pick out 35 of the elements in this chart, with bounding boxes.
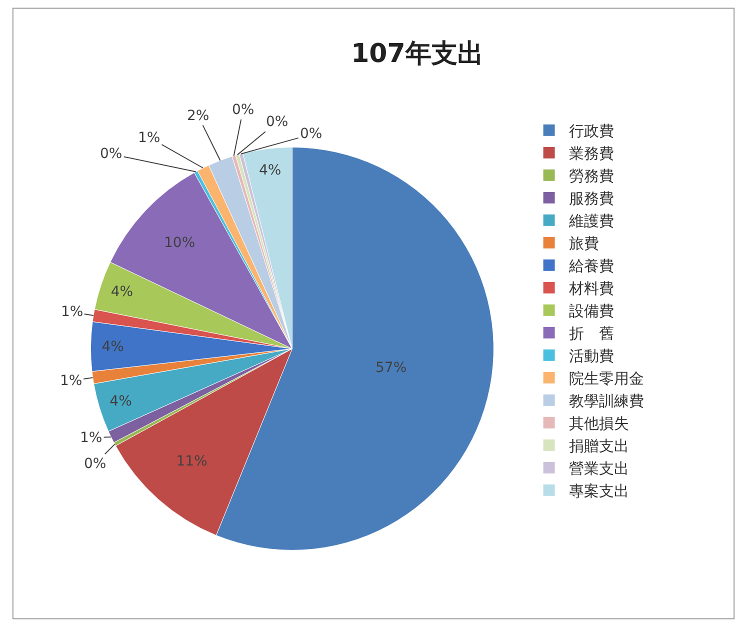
data-label: 0% — [84, 456, 106, 472]
data-label: 4% — [102, 338, 124, 355]
legend-label: 專案支出 — [569, 482, 630, 500]
legend-label: 給養費 — [568, 257, 614, 276]
legend-label: 業務費 — [569, 144, 614, 163]
data-label: 11% — [176, 454, 208, 470]
legend-label: 旅費 — [569, 234, 600, 253]
data-label: 0% — [266, 114, 288, 130]
legend-label: 捐贈支出 — [569, 437, 630, 456]
legend-label: 服務費 — [569, 190, 614, 208]
data-label: 1% — [60, 373, 82, 389]
data-label: 4% — [110, 393, 132, 410]
legend-label: 教學訓練費 — [569, 392, 644, 410]
legend-label: 其他損失 — [569, 414, 630, 433]
legend-label: 材料費 — [568, 280, 614, 298]
legend-label: 維護費 — [568, 212, 614, 230]
chart-title: 107年支出 — [351, 39, 484, 70]
legend-label: 院生零用金 — [569, 370, 644, 388]
data-label: 0% — [100, 146, 122, 162]
legend-label: 行政費 — [569, 122, 614, 140]
data-label: 1% — [80, 430, 102, 446]
data-label: 1% — [61, 304, 84, 320]
legend-label: 勞務費 — [569, 167, 614, 186]
data-label: 4% — [258, 162, 282, 179]
data-label: 0% — [300, 126, 322, 142]
legend-label: 活動費 — [569, 347, 614, 366]
data-label: 57% — [376, 360, 407, 376]
data-label: 10% — [164, 235, 196, 252]
data-label: 4% — [110, 284, 134, 300]
data-label: 2% — [187, 108, 210, 124]
legend-label: 折 舊 — [569, 324, 614, 343]
legend-label: 營業支出 — [569, 460, 630, 478]
legend-label: 設備費 — [569, 302, 614, 320]
data-label: 1% — [138, 130, 160, 146]
data-label: 0% — [232, 102, 254, 118]
